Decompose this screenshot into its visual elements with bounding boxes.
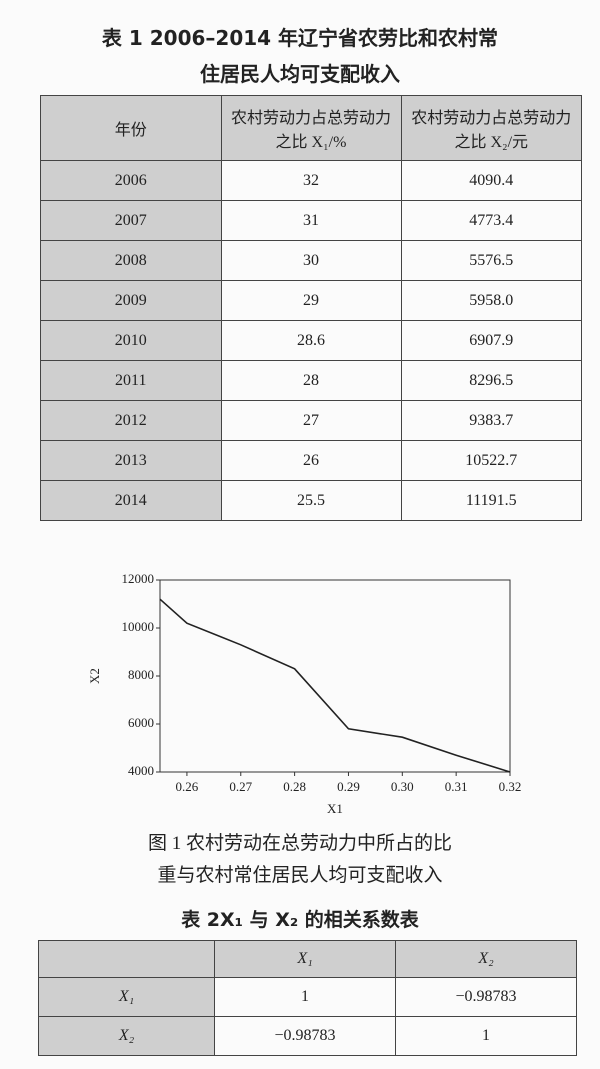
table-row: 2006 32 4090.4 — [40, 160, 583, 201]
table-row: X₁ X₂ — [38, 940, 577, 978]
table-cell — [38, 940, 215, 978]
table-cell: 2006 — [40, 160, 222, 201]
table-cell: −0.98783 — [395, 977, 577, 1017]
y-tick-label: 12000 — [122, 571, 155, 586]
table-cell: X₂ — [395, 940, 577, 978]
table-cell: 4090.4 — [400, 160, 583, 201]
table-cell: 1 — [395, 1016, 577, 1056]
table-cell: X₂ — [38, 1016, 215, 1056]
table-cell: 25.5 — [220, 480, 402, 521]
table-cell: 1 — [214, 977, 396, 1017]
table-title: 表 1 2006–2014 年辽宁省农劳比和农村常 — [101, 26, 499, 50]
table-cell: 6907.9 — [400, 320, 583, 361]
table-cell: X₁ — [214, 940, 396, 978]
chart: 4000 6000 8000 10000 12000 0.26 0.27 0.28 0.29 0.… — [87, 571, 522, 816]
x-tick-label: 0.32 — [499, 779, 522, 794]
table-cell: 11191.5 — [400, 480, 583, 521]
x-tick-label: 0.29 — [337, 779, 360, 794]
table-cell: 农村劳动力占总劳动力之比 X₂/元 — [400, 95, 583, 161]
x-tick-label: 0.26 — [176, 779, 199, 794]
table-row: 2007 31 4773.4 — [40, 200, 583, 241]
table-row: 2014 25.5 11191.5 — [40, 480, 583, 521]
y-axis-label: X2 — [87, 668, 102, 684]
y-tick-label: 10000 — [122, 619, 155, 634]
table-cell: 2011 — [40, 360, 222, 401]
table-cell: 28 — [220, 360, 402, 401]
table-title: 住居民人均可支配收入 — [200, 62, 400, 86]
table-cell: 5958.0 — [400, 280, 583, 321]
table-cell: 29 — [220, 280, 402, 321]
table-cell: 2009 — [40, 280, 222, 321]
table: X₁ X₂ X₁ 1 −0.98783 X₂ −0.98783 1 — [38, 940, 577, 1056]
table-cell: 30 — [220, 240, 402, 281]
table-row: 2008 30 5576.5 — [40, 240, 583, 281]
y-tick-label: 4000 — [128, 763, 154, 778]
plot-area — [159, 579, 511, 773]
y-tick-label: 8000 — [128, 667, 154, 682]
x-tick-label: 0.27 — [229, 779, 252, 794]
table-cell: 10522.7 — [400, 440, 583, 481]
table-cell: 2007 — [40, 200, 222, 241]
table-cell: 9383.7 — [400, 400, 583, 441]
table-row: 2010 28.6 6907.9 — [40, 320, 583, 361]
table-cell: 8296.5 — [400, 360, 583, 401]
table-cell: 28.6 — [220, 320, 402, 361]
table-row: X₂ −0.98783 1 — [38, 1016, 577, 1056]
table-cell: 2013 — [40, 440, 222, 481]
table-cell: −0.98783 — [214, 1016, 396, 1056]
table-title: 表 2X₁ 与 X₂ 的相关系数表 — [181, 909, 419, 931]
caption: 重与农村常住居民人均可支配收入 — [157, 865, 443, 886]
x-axis-label: X1 — [327, 801, 343, 816]
table-row: 2009 29 5958.0 — [40, 280, 583, 321]
table-cell: 农村劳动力占总劳动力之比 X₁/% — [220, 95, 402, 161]
data-line — [159, 598, 511, 773]
table-cell: 26 — [220, 440, 402, 481]
x-tick-label: 0.30 — [391, 779, 414, 794]
table-cell: 32 — [220, 160, 402, 201]
table-cell: 2014 — [40, 480, 222, 521]
table-cell: 2010 — [40, 320, 222, 361]
table-cell: 31 — [220, 200, 402, 241]
y-tick-label: 6000 — [128, 715, 154, 730]
table-cell: 5576.5 — [400, 240, 583, 281]
table-row: 2013 26 10522.7 — [40, 440, 583, 481]
table-cell: 2012 — [40, 400, 222, 441]
table-row: 年份 农村劳动力占总劳动力之比 X₁/% 农村劳动力占总劳动力之比 X₂/元 — [40, 95, 583, 161]
table-cell: 年份 — [40, 95, 222, 161]
caption: 图 1 农村劳动在总劳动力中所占的比 — [147, 833, 452, 854]
x-tick-label: 0.28 — [283, 779, 306, 794]
table-cell: 27 — [220, 400, 402, 441]
table-row: 2011 28 8296.5 — [40, 360, 583, 401]
table-row: 2012 27 9383.7 — [40, 400, 583, 441]
x-tick-label: 0.31 — [445, 779, 468, 794]
table-row: X₁ 1 −0.98783 — [38, 977, 577, 1017]
table: 年份 农村劳动力占总劳动力之比 X₁/% 农村劳动力占总劳动力之比 X₂/元 2006… — [40, 95, 583, 521]
table-cell: X₁ — [38, 977, 215, 1017]
table-cell: 2008 — [40, 240, 222, 281]
table-cell: 4773.4 — [400, 200, 583, 241]
